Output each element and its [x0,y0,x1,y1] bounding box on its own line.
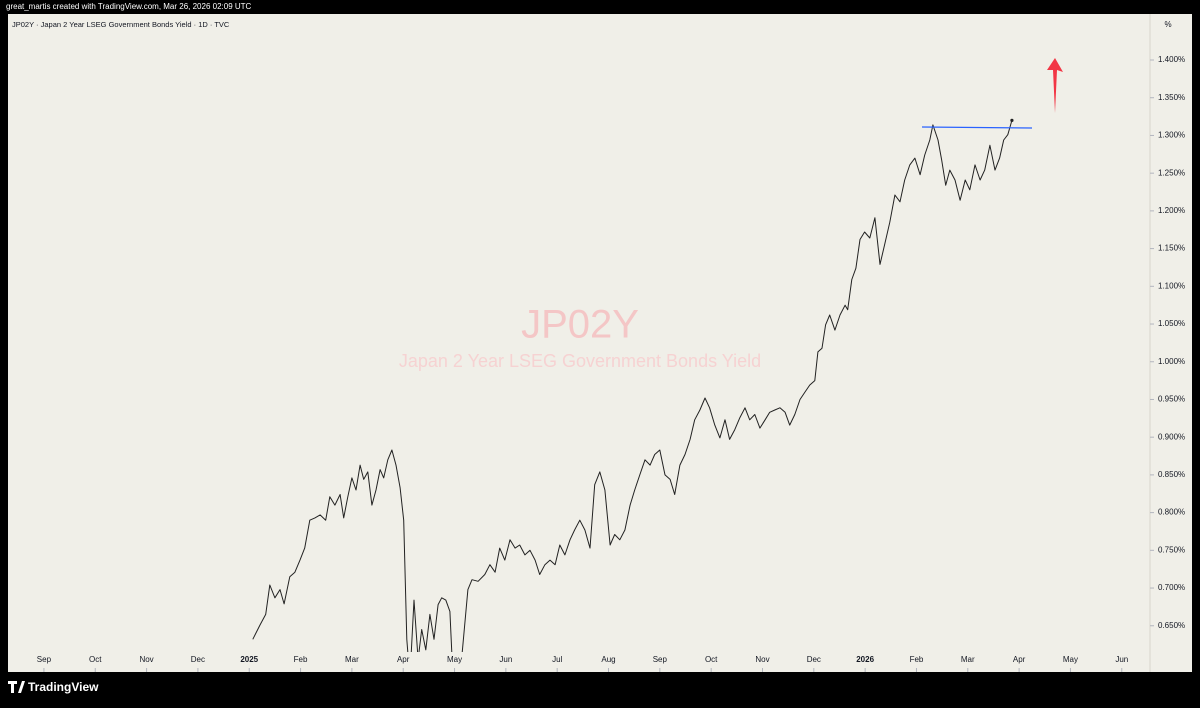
x-tick-label: Dec [191,655,205,664]
y-tick-label: 0.950% [1158,395,1185,404]
y-tick-label: 0.750% [1158,545,1185,554]
y-tick-label: 1.350% [1158,93,1185,102]
x-tick-label: Feb [294,655,308,664]
y-tick-label: 0.800% [1158,508,1185,517]
last-point [1010,118,1014,122]
up-arrow [1047,58,1063,113]
credit: great_martis created with TradingView.co… [6,2,252,11]
x-tick-label: Dec [807,655,821,664]
y-tick-label: 0.850% [1158,470,1185,479]
y-tick-label: 0.700% [1158,583,1185,592]
x-tick-label: 2025 [240,655,258,664]
x-tick-label: May [1063,655,1078,664]
y-tick-label: 1.000% [1158,357,1185,366]
y-tick-label: 1.100% [1158,281,1185,290]
y-tick-label: 0.900% [1158,432,1185,441]
x-tick-label: 2026 [856,655,874,664]
x-tick-label: Mar [961,655,975,664]
x-tick-label: Jun [1115,655,1128,664]
x-tick-label: Sep [653,655,668,664]
x-tick-label: Sep [37,655,52,664]
chart-area [8,14,1192,672]
chart-title: JP02Y · Japan 2 Year LSEG Government Bon… [12,20,230,29]
x-tick-label: Jun [499,655,512,664]
x-tick-label: Oct [705,655,718,664]
y-tick-label: 1.150% [1158,244,1185,253]
y-tick-label: 1.250% [1158,168,1185,177]
x-tick-label: Apr [1013,655,1026,664]
price-line [252,120,1013,652]
logo: TradingView [8,680,99,694]
watermark-symbol: JP02Y [521,303,639,347]
y-unit: % [1164,20,1171,29]
x-tick-label: Mar [345,655,359,664]
y-tick-label: 1.200% [1158,206,1185,215]
y-tick-label: 1.300% [1158,131,1185,140]
level-line [921,126,1033,129]
y-tick-label: 1.050% [1158,319,1185,328]
logo-mark [8,681,25,693]
x-tick-label: Nov [139,655,153,664]
y-tick-label: 1.400% [1158,55,1185,64]
x-tick-label: Nov [755,655,769,664]
x-tick-label: Oct [89,655,102,664]
x-tick-label: May [447,655,462,664]
y-tick-label: 0.650% [1158,621,1185,630]
x-tick-label: Jul [552,655,562,664]
brand: TradingView [28,680,99,694]
x-tick-label: Aug [601,655,615,664]
watermark-name: Japan 2 Year LSEG Government Bonds Yield [399,351,761,371]
x-tick-label: Feb [910,655,924,664]
x-tick-label: Apr [397,655,410,664]
